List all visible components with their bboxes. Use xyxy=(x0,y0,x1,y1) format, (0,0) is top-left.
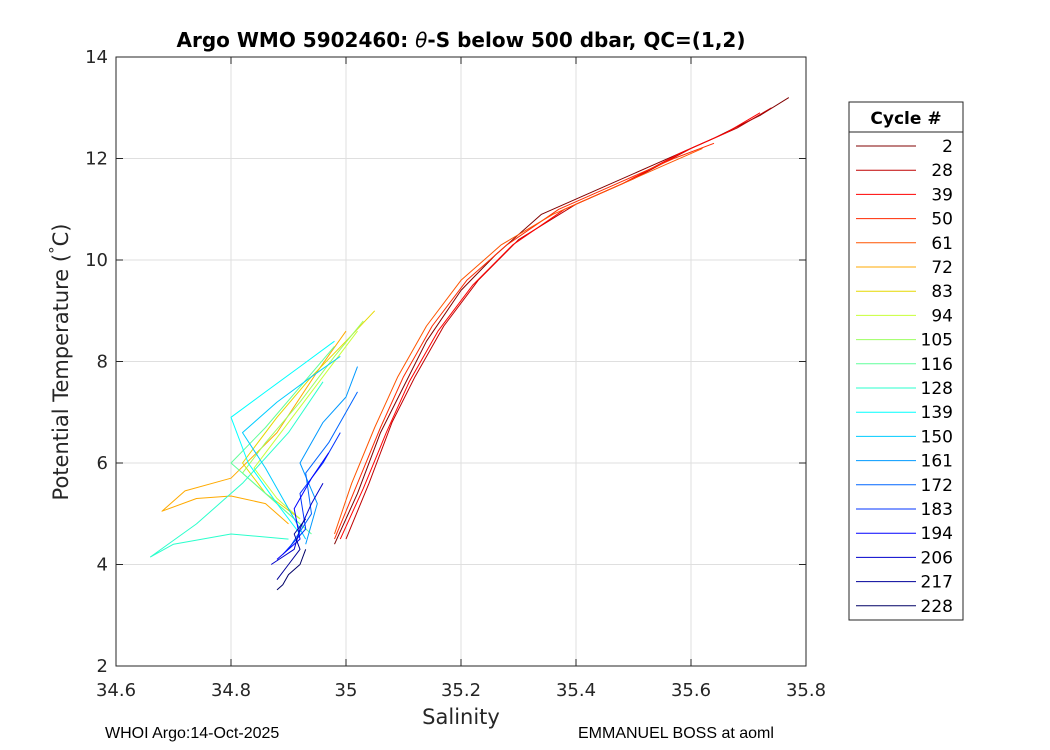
legend-label-2: 2 xyxy=(942,137,953,157)
y-tick-label: 12 xyxy=(85,149,108,170)
y-tick-label: 8 xyxy=(97,352,108,373)
series-line-cycle-183 xyxy=(282,432,341,555)
series-line-cycle-217 xyxy=(276,518,307,581)
legend-label-172: 172 xyxy=(921,476,953,496)
legend-label-28: 28 xyxy=(931,161,953,181)
series-line-cycle-161 xyxy=(299,366,358,545)
series-line-cycle-194 xyxy=(276,452,330,560)
x-tick-label: 35 xyxy=(335,680,358,701)
y-axis-label: Potential Temperature (°C) xyxy=(46,224,73,501)
x-tick-label: 35.2 xyxy=(441,680,481,701)
legend-label-116: 116 xyxy=(921,355,953,375)
series-line-cycle-72 xyxy=(161,330,347,525)
legend-items: 2283950617283941051161281391501611721831… xyxy=(856,137,953,617)
axis-ticks: 34.6 34.8 35 35.2 35.4 35.6 35.8 2 4 6 8 10 12 14 xyxy=(85,47,826,701)
legend-label-217: 217 xyxy=(921,573,953,593)
y-tick-label: 4 xyxy=(97,555,108,576)
series-line-cycle-39 xyxy=(339,112,761,540)
legend-label-206: 206 xyxy=(921,548,953,568)
legend-label-94: 94 xyxy=(931,306,953,326)
x-tick-label: 35.8 xyxy=(786,680,826,701)
y-tick-label: 10 xyxy=(85,250,108,271)
y-tick-label: 6 xyxy=(97,453,108,474)
legend-label-161: 161 xyxy=(921,452,953,472)
series-line-cycle-94 xyxy=(253,330,358,520)
x-tick-label: 35.6 xyxy=(671,680,711,701)
legend-label-39: 39 xyxy=(931,185,953,205)
legend-label-83: 83 xyxy=(931,282,953,302)
x-tick-label: 34.6 xyxy=(96,680,136,701)
series-line-cycle-50 xyxy=(334,142,715,540)
legend-label-61: 61 xyxy=(931,234,953,254)
x-tick-label: 34.8 xyxy=(211,680,251,701)
series-line-cycle-28 xyxy=(345,107,772,540)
series-line-cycle-139 xyxy=(230,340,335,535)
legend-label-228: 228 xyxy=(921,597,953,617)
series-line-cycle-2 xyxy=(334,97,790,545)
y-tick-label: 14 xyxy=(85,47,108,68)
legend-title: Cycle # xyxy=(870,109,941,129)
series-line-cycle-150 xyxy=(242,355,341,540)
footer-left: WHOI Argo:14-Oct-2025 xyxy=(105,725,280,742)
grid-lines xyxy=(115,56,807,667)
series-line-cycle-61 xyxy=(334,147,703,535)
legend-label-150: 150 xyxy=(921,427,953,447)
data-series xyxy=(150,97,790,591)
legend-label-194: 194 xyxy=(921,524,953,544)
series-line-cycle-206 xyxy=(270,483,324,565)
chart-title: Argo WMO 5902460: θ-S below 500 dbar, QC… xyxy=(177,28,746,52)
x-tick-label: 35.4 xyxy=(556,680,596,701)
series-line-cycle-116 xyxy=(230,345,335,535)
legend-label-50: 50 xyxy=(931,210,953,230)
series-line-cycle-105 xyxy=(242,320,364,530)
footer-right: EMMANUEL BOSS at aoml xyxy=(578,725,774,742)
legend-label-72: 72 xyxy=(931,258,953,278)
legend-label-105: 105 xyxy=(921,331,953,351)
legend-label-128: 128 xyxy=(921,379,953,399)
x-axis-label: Salinity xyxy=(422,705,500,729)
series-line-cycle-172 xyxy=(288,391,358,550)
legend: Cycle # 22839506172839410511612813915016… xyxy=(848,101,964,621)
series-line-cycle-128 xyxy=(150,381,324,558)
series-line-cycle-228 xyxy=(276,549,307,591)
y-tick-label: 2 xyxy=(97,656,108,677)
legend-label-139: 139 xyxy=(921,403,953,423)
legend-label-183: 183 xyxy=(921,500,953,520)
